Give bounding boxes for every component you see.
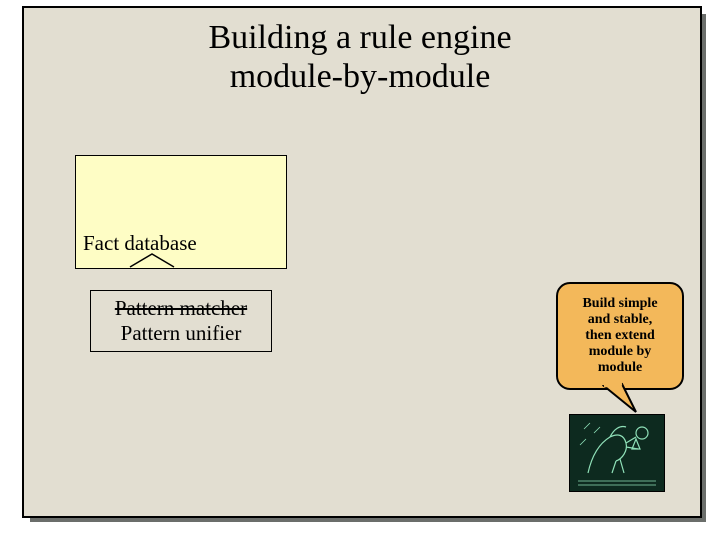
title-line-2: module-by-module (230, 58, 491, 95)
advice-callout-text: Build simpleand stable,then extendmodule… (582, 296, 657, 376)
slide-title: Building a rule engine module-by-module (0, 18, 720, 96)
title-line-1: Building a rule engine (208, 19, 511, 56)
decorative-thumbnail (569, 414, 665, 492)
pattern-matcher-strikethrough: Pattern matcher (115, 296, 247, 321)
thumbnail-scribble (570, 415, 664, 491)
slide-stage: Building a rule engine module-by-module … (0, 0, 720, 540)
pattern-unifier-label: Pattern unifier (121, 321, 242, 346)
advice-callout-tail (602, 382, 638, 414)
pattern-box: Pattern matcher Pattern unifier (90, 290, 272, 352)
advice-callout: Build simpleand stable,then extendmodule… (556, 282, 684, 390)
connector-caret (128, 252, 176, 269)
